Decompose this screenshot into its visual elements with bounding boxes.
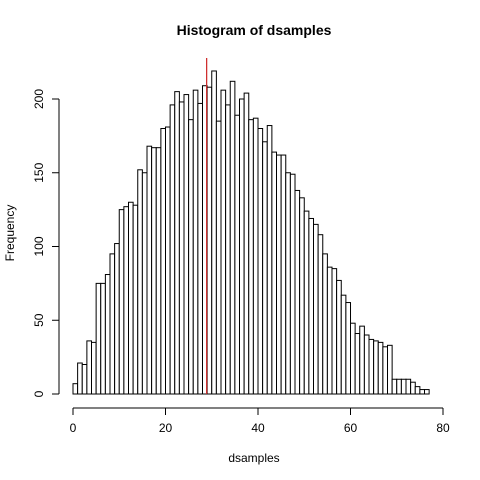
- histogram-bar: [285, 172, 291, 395]
- histogram-bar: [146, 145, 153, 395]
- y-axis-label: Frequency: [3, 205, 17, 262]
- histogram-bar: [169, 104, 176, 395]
- histogram-bar: [400, 378, 407, 395]
- histogram-bar: [359, 325, 365, 395]
- histogram-bar: [257, 128, 264, 395]
- histogram-bar: [363, 334, 370, 395]
- histogram-bar: [192, 89, 199, 395]
- histogram-bar: [414, 386, 421, 395]
- histogram-bar: [276, 154, 282, 395]
- histogram-bar: [81, 364, 88, 395]
- histogram-bar: [368, 338, 375, 395]
- histogram-bar: [77, 362, 83, 395]
- histogram-bar: [252, 117, 259, 395]
- histogram-bar: [109, 253, 116, 395]
- histogram-bar: [128, 201, 134, 395]
- histogram-bar: [118, 209, 125, 395]
- histogram-bar: [141, 172, 148, 395]
- histogram-bar: [248, 119, 254, 395]
- histogram-bar: [331, 268, 338, 395]
- x-tick-label: 20: [159, 421, 173, 435]
- histogram-bar: [299, 197, 305, 395]
- histogram-bar: [95, 282, 102, 395]
- histogram-bar: [183, 94, 190, 395]
- histogram-bar: [410, 381, 416, 395]
- histogram-bar: [229, 80, 236, 395]
- histogram-bar: [220, 89, 227, 395]
- histogram-bar: [188, 119, 194, 395]
- histogram-bar: [345, 302, 352, 395]
- x-axis: 0 20 40 60 80: [70, 407, 450, 435]
- histogram-bar: [155, 147, 162, 395]
- histogram-bar: [215, 120, 222, 395]
- histogram-bar: [391, 378, 398, 395]
- y-tick-label: 50: [32, 313, 46, 327]
- histogram-bar: [234, 114, 241, 395]
- histogram-bar: [387, 344, 393, 395]
- histogram-bar: [100, 282, 106, 395]
- histogram-bar: [197, 102, 204, 395]
- x-tick-label: 80: [436, 421, 450, 435]
- y-tick-label: 0: [32, 390, 46, 397]
- y-tick-label: 100: [32, 236, 46, 256]
- histogram-bar: [178, 101, 185, 395]
- histogram-bar: [280, 154, 287, 395]
- histogram-bar: [313, 223, 319, 395]
- histogram-bar: [377, 341, 384, 395]
- histogram-bar: [424, 389, 430, 395]
- histogram-bar: [123, 206, 130, 395]
- histogram-bar: [405, 378, 412, 395]
- histogram-bar: [137, 169, 143, 395]
- histogram-bar: [174, 91, 180, 395]
- histogram-bar: [350, 322, 356, 395]
- histogram-bar: [303, 210, 310, 395]
- histogram-bar: [271, 151, 278, 395]
- histogram-bar: [104, 274, 111, 395]
- histogram-bar: [340, 294, 347, 395]
- x-tick-label: 0: [70, 421, 77, 435]
- histogram-bar: [294, 189, 301, 395]
- histogram-bar: [373, 340, 379, 395]
- y-tick-label: 200: [32, 89, 46, 109]
- histogram-bar: [239, 98, 245, 395]
- histogram-bar: [317, 234, 324, 395]
- y-tick-label: 150: [32, 162, 46, 182]
- histogram-bar: [266, 125, 273, 395]
- x-tick-label: 40: [251, 421, 265, 435]
- histogram-bar: [262, 141, 268, 395]
- histogram-bar: [160, 128, 167, 395]
- histogram-bar: [354, 333, 361, 395]
- histogram-bar: [86, 340, 93, 395]
- histogram-bar: [72, 383, 79, 395]
- histogram-bar: [225, 104, 231, 395]
- histogram-bar: [322, 253, 328, 395]
- x-tick-label: 60: [344, 421, 358, 435]
- histogram-bar: [165, 126, 171, 395]
- histogram-bar: [91, 341, 97, 395]
- histogram-bar: [289, 173, 296, 395]
- histogram-bar: [114, 243, 120, 395]
- chart-title: Histogram of dsamples: [177, 22, 332, 38]
- histogram-bar: [308, 217, 315, 395]
- y-axis: 0 50 100 150 200: [32, 89, 60, 397]
- histogram-bar: [243, 92, 250, 395]
- x-axis-label: dsamples: [228, 451, 279, 465]
- histogram-bar: [206, 86, 213, 395]
- histogram-bar: [326, 266, 333, 395]
- histogram-bar: [382, 346, 389, 395]
- histogram-bar: [396, 378, 402, 395]
- histogram-bar: [151, 147, 157, 395]
- histogram-bar: [419, 389, 426, 395]
- bars: [72, 70, 430, 395]
- histogram-bar: [336, 279, 342, 395]
- histogram-bar: [211, 70, 217, 395]
- histogram-bar: [132, 204, 139, 395]
